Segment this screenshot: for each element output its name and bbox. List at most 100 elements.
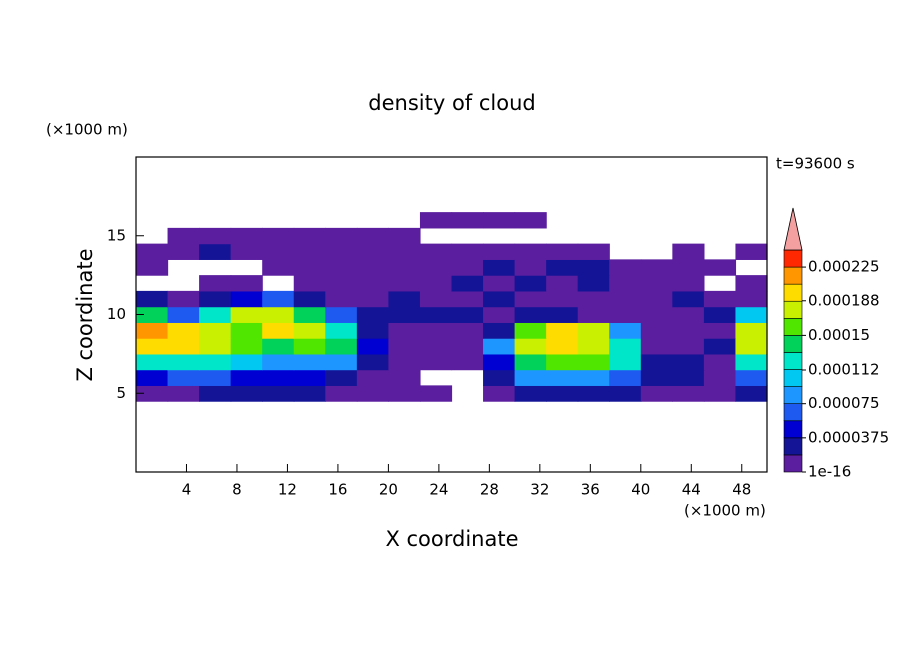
colorbar-tick-label: 0.000225 bbox=[808, 258, 880, 276]
contour-cell bbox=[451, 353, 484, 371]
contour-cell bbox=[199, 353, 232, 371]
contour-cell bbox=[703, 259, 737, 276]
contour-cell bbox=[293, 227, 326, 245]
contour-cell bbox=[262, 369, 295, 386]
contour-cell bbox=[230, 322, 263, 339]
contour-cell bbox=[640, 353, 673, 371]
contour-cell bbox=[640, 290, 673, 308]
contour-cell bbox=[451, 243, 484, 260]
contour-cell bbox=[293, 322, 326, 339]
contour-cell bbox=[640, 322, 673, 339]
colorbar-band bbox=[783, 437, 803, 456]
contour-cell bbox=[703, 385, 737, 402]
colorbar-band bbox=[783, 318, 803, 336]
contour-cell bbox=[419, 259, 453, 276]
contour-cell bbox=[293, 275, 326, 292]
colorbar-tick-label: 0.00015 bbox=[808, 326, 870, 344]
contour-cell bbox=[167, 338, 200, 355]
x-axis-label: X coordinate bbox=[385, 527, 518, 551]
contour-cell bbox=[451, 290, 484, 308]
contour-cell bbox=[167, 243, 200, 260]
contour-cell bbox=[325, 275, 358, 292]
contour-cell bbox=[546, 306, 579, 323]
contour-cell bbox=[136, 290, 169, 308]
contour-cell bbox=[514, 243, 547, 260]
contour-cell bbox=[672, 338, 705, 355]
contour-cell bbox=[419, 322, 453, 339]
contour-cell bbox=[672, 369, 705, 386]
y-axis-label: Z coordinate bbox=[73, 248, 97, 381]
contour-cell bbox=[293, 338, 326, 355]
x-tick-label: 20 bbox=[379, 481, 398, 499]
contour-cell bbox=[546, 338, 579, 355]
contour-cell bbox=[262, 338, 295, 355]
contour-cell bbox=[388, 306, 421, 323]
contour-cell bbox=[230, 338, 263, 355]
colorbar-band bbox=[783, 369, 803, 387]
colorbar-band bbox=[783, 403, 803, 422]
contour-cell bbox=[577, 369, 610, 386]
contour-cell bbox=[546, 243, 579, 260]
colorbar-band bbox=[783, 249, 803, 268]
contour-cell bbox=[262, 306, 295, 323]
x-tick-label: 12 bbox=[278, 481, 297, 499]
contour-cell bbox=[577, 290, 610, 308]
contour-cell bbox=[167, 227, 200, 245]
colorbar-band bbox=[783, 283, 803, 302]
contour-cell bbox=[577, 306, 610, 323]
contour-cell bbox=[483, 338, 516, 355]
contour-cell bbox=[514, 290, 547, 308]
contour-cell bbox=[356, 306, 389, 323]
contour-cell bbox=[325, 385, 358, 402]
contour-cell bbox=[483, 259, 516, 276]
contour-cell bbox=[483, 306, 516, 323]
contour-cell bbox=[136, 259, 169, 276]
contour-cell bbox=[199, 275, 232, 292]
contour-cell bbox=[230, 275, 263, 292]
contour-cell bbox=[293, 385, 326, 402]
x-tick-label: 36 bbox=[581, 481, 600, 499]
x-unit: (×1000 m) bbox=[684, 502, 766, 520]
contour-cell bbox=[577, 259, 610, 276]
contour-cell bbox=[640, 369, 673, 386]
contour-cell bbox=[514, 353, 547, 371]
contour-cell bbox=[293, 306, 326, 323]
x-tick-label: 24 bbox=[429, 481, 448, 499]
contour-cell bbox=[293, 243, 326, 260]
contour-cell bbox=[262, 290, 295, 308]
contour-cell bbox=[514, 212, 547, 229]
x-tick-label: 16 bbox=[328, 481, 347, 499]
contour-cell bbox=[167, 385, 200, 402]
colorbar-band bbox=[783, 420, 803, 439]
contour-cell bbox=[672, 259, 705, 276]
contour-cell bbox=[609, 369, 642, 386]
x-tick-label: 44 bbox=[682, 481, 701, 499]
contour-cell bbox=[609, 353, 642, 371]
contour-cell bbox=[388, 243, 421, 260]
contour-cell bbox=[325, 306, 358, 323]
contour-cell bbox=[293, 369, 326, 386]
contour-cell bbox=[577, 385, 610, 402]
contour-cell bbox=[483, 290, 516, 308]
contour-cell bbox=[672, 275, 705, 292]
colorbar-tick-label: 0.000112 bbox=[808, 360, 880, 378]
contour-cell bbox=[703, 306, 737, 323]
contour-cell bbox=[672, 290, 705, 308]
contour-cell bbox=[451, 338, 484, 355]
x-tick-label: 4 bbox=[182, 481, 192, 499]
contour-cell bbox=[230, 369, 263, 386]
contour-cell bbox=[451, 306, 484, 323]
colorbar-band bbox=[783, 454, 803, 473]
contour-cell bbox=[199, 227, 232, 245]
contour-cell bbox=[325, 243, 358, 260]
contour-cell bbox=[546, 290, 579, 308]
x-tick-label: 40 bbox=[631, 481, 650, 499]
contour-cell bbox=[546, 385, 579, 402]
y-tick-label: 5 bbox=[116, 384, 126, 402]
colorbar-over bbox=[783, 207, 803, 251]
contour-cell bbox=[609, 385, 642, 402]
contour-cell bbox=[577, 338, 610, 355]
contour-cell bbox=[735, 243, 768, 260]
contour-cell bbox=[672, 322, 705, 339]
contour-cell bbox=[230, 243, 263, 260]
